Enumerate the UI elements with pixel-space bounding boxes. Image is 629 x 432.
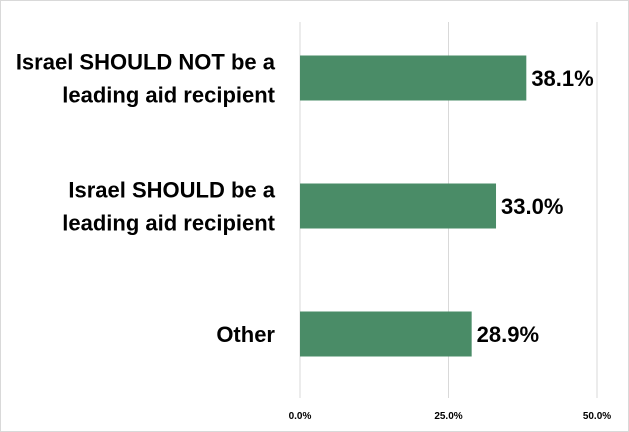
x-tick-label: 25.0% [434, 411, 462, 422]
bar [300, 55, 527, 101]
bar [300, 311, 472, 357]
data-label: 28.9% [477, 322, 539, 347]
category-label: leading aid recipient [62, 83, 275, 108]
category-label: Israel SHOULD NOT be a [16, 50, 276, 75]
data-label: 33.0% [501, 194, 563, 219]
bar [300, 183, 497, 229]
data-label: 38.1% [531, 66, 593, 91]
category-label: leading aid recipient [62, 211, 275, 236]
x-tick-label: 50.0% [583, 411, 611, 422]
category-label: Israel SHOULD be a [68, 178, 275, 203]
x-tick-label: 0.0% [289, 411, 312, 422]
category-label: Other [216, 322, 275, 347]
